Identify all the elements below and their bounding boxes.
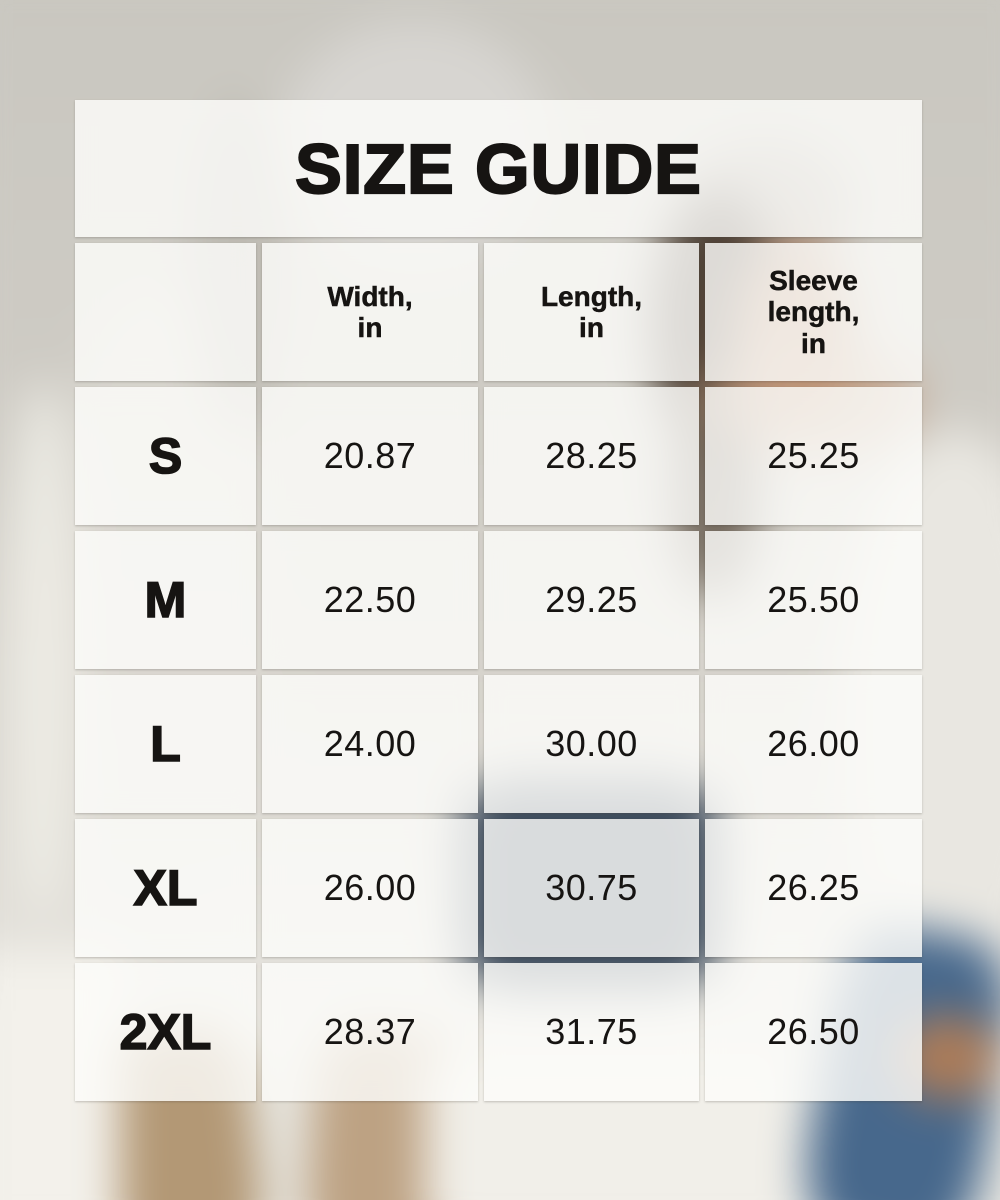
table-cell-s-length: 28.25 xyxy=(484,387,699,525)
table-cell-s-sleeve: 25.25 xyxy=(705,387,922,525)
table-cell-2xl-length: 31.75 xyxy=(484,963,699,1101)
col-header-length: Length, in xyxy=(484,243,699,381)
size-guide-table: SIZE GUIDE Width, in Length, in Sleeve l… xyxy=(75,100,922,1101)
table-cell-l-sleeve: 26.00 xyxy=(705,675,922,813)
table-cell-m-width: 22.50 xyxy=(262,531,478,669)
table-cell-s-width: 20.87 xyxy=(262,387,478,525)
size-guide-title: SIZE GUIDE xyxy=(75,100,922,237)
size-label-m: M xyxy=(75,531,256,669)
table-cell-xl-width: 26.00 xyxy=(262,819,478,957)
size-label-s: S xyxy=(75,387,256,525)
table-cell-2xl-sleeve: 26.50 xyxy=(705,963,922,1101)
table-cell-m-sleeve: 25.50 xyxy=(705,531,922,669)
table-cell-xl-length: 30.75 xyxy=(484,819,699,957)
size-label-2xl: 2XL xyxy=(75,963,256,1101)
bg-blob-left-sleeve xyxy=(5,380,80,920)
corner-cell xyxy=(75,243,256,381)
size-label-l: L xyxy=(75,675,256,813)
table-cell-2xl-width: 28.37 xyxy=(262,963,478,1101)
size-label-xl: XL xyxy=(75,819,256,957)
table-cell-l-width: 24.00 xyxy=(262,675,478,813)
table-cell-l-length: 30.00 xyxy=(484,675,699,813)
col-header-width: Width, in xyxy=(262,243,478,381)
col-header-sleeve-length: Sleeve length, in xyxy=(705,243,922,381)
table-cell-xl-sleeve: 26.25 xyxy=(705,819,922,957)
table-cell-m-length: 29.25 xyxy=(484,531,699,669)
